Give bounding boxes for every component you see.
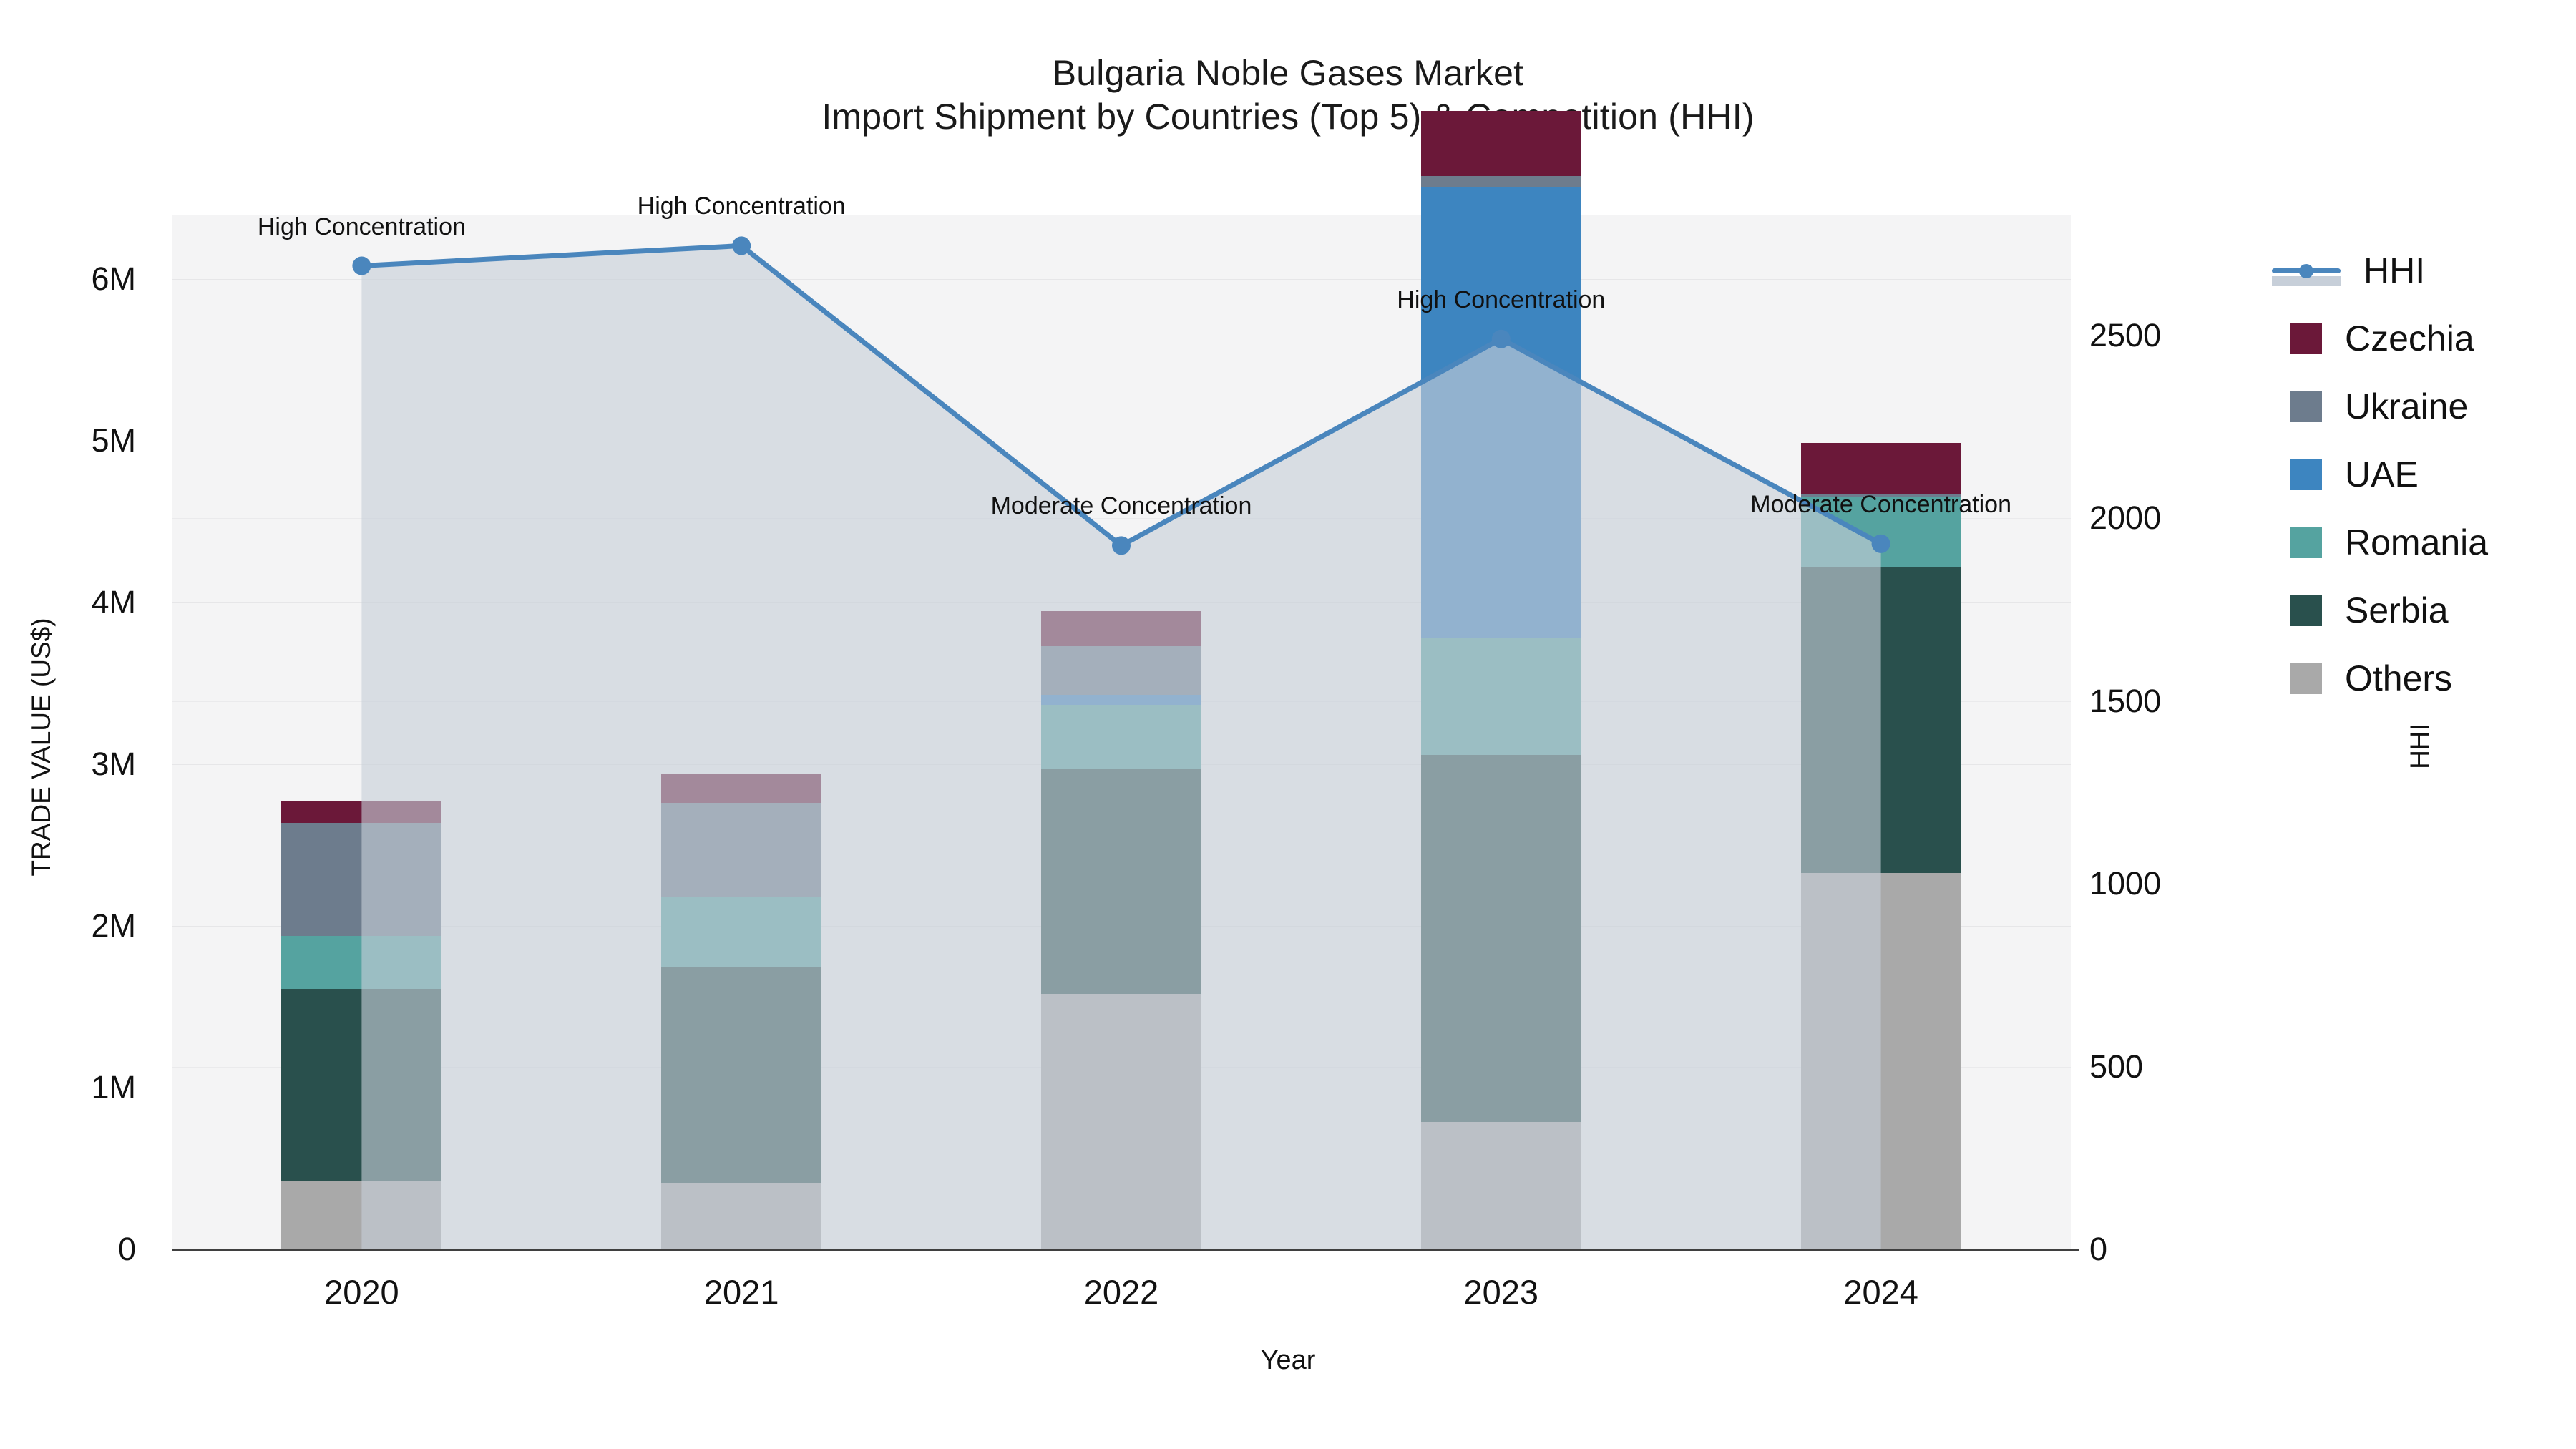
x-tick-2023: 2023 <box>1463 1273 1539 1311</box>
chart-title-line-2: Import Shipment by Countries (Top 5) & C… <box>821 97 1755 137</box>
y-tick-right-0: 0 <box>2089 1231 2108 1267</box>
hhi-marker-2020[interactable] <box>352 256 371 275</box>
bar-segment-ukraine-2022[interactable] <box>1041 646 1201 696</box>
x-tick-2024: 2024 <box>1843 1273 1918 1311</box>
y-tick-left-1M: 1M <box>91 1069 136 1106</box>
annotation-2020: High Concentration <box>257 213 466 240</box>
annotation-2024: Moderate Concentration <box>1750 490 2011 518</box>
bar-segment-czechia-2024[interactable] <box>1800 442 1961 494</box>
legend-item-ukraine[interactable]: Ukraine <box>2272 372 2488 440</box>
legend-swatch-romania-icon <box>2290 526 2322 558</box>
legend-label-serbia: Serbia <box>2345 590 2449 630</box>
x-tick-2021: 2021 <box>703 1273 779 1311</box>
annotation-2021: High Concentration <box>637 192 846 220</box>
y-tick-left-2M: 2M <box>91 907 136 945</box>
legend-label-czechia: Czechia <box>2345 318 2474 358</box>
bar-segment-serbia-2021[interactable] <box>661 966 822 1184</box>
chart-title-line-1: Bulgaria Noble Gases Market <box>1052 53 1524 93</box>
legend-line-swatch-icon <box>2272 255 2341 286</box>
bar-segment-ukraine-2020[interactable] <box>281 822 442 936</box>
plot-area: High Concentration High Concentration Mode… <box>172 111 2071 1250</box>
bar-segment-czechia-2020[interactable] <box>281 801 442 823</box>
legend-item-romania[interactable]: Romania <box>2272 508 2488 576</box>
legend: HHI Czechia Ukraine UAE Romania Serbia Others <box>2272 236 2488 712</box>
annotation-2023: High Concentration <box>1397 286 1606 313</box>
hhi-marker-2021[interactable] <box>732 236 751 255</box>
y-axis-left-label: TRADE VALUE (US$) <box>26 618 56 877</box>
gridline-left-4M <box>172 602 2071 604</box>
y-tick-right-1500: 1500 <box>2089 682 2162 719</box>
bar-segment-czechia-2021[interactable] <box>661 774 822 804</box>
legend-swatch-others-icon <box>2290 662 2322 694</box>
y-tick-left-0: 0 <box>117 1231 136 1267</box>
legend-label-ukraine: Ukraine <box>2345 386 2469 426</box>
bar-segment-others-2024[interactable] <box>1800 872 1961 1249</box>
x-axis-label: Year <box>1260 1345 1316 1375</box>
bar-segment-czechia-2023[interactable] <box>1420 111 1581 176</box>
legend-label-uae: UAE <box>2345 454 2419 494</box>
bar-segment-romania-2022[interactable] <box>1041 704 1201 769</box>
bar-segment-uae-2022[interactable] <box>1041 695 1201 705</box>
bar-segment-ukraine-2021[interactable] <box>661 803 822 897</box>
x-tick-2020: 2020 <box>324 1273 399 1311</box>
y-tick-right-500: 500 <box>2089 1048 2144 1085</box>
bar-segment-serbia-2024[interactable] <box>1800 567 1961 873</box>
annotation-2022: Moderate Concentration <box>990 492 1252 520</box>
hhi-marker-2022[interactable] <box>1112 536 1131 555</box>
legend-item-uae[interactable]: UAE <box>2272 440 2488 508</box>
bar-segment-romania-2023[interactable] <box>1420 638 1581 755</box>
legend-label-romania: Romania <box>2345 522 2489 562</box>
bar-segment-others-2022[interactable] <box>1041 994 1201 1249</box>
legend-item-others[interactable]: Others <box>2272 644 2488 712</box>
bar-segment-serbia-2022[interactable] <box>1041 769 1201 994</box>
chart-title: Bulgaria Noble Gases Market Import Shipm… <box>0 52 2576 139</box>
legend-item-czechia[interactable]: Czechia <box>2272 304 2488 372</box>
y-tick-left-5M: 5M <box>91 422 136 459</box>
y-tick-right-1000: 1000 <box>2089 865 2162 902</box>
legend-label-others: Others <box>2345 658 2453 698</box>
y-tick-right-2500: 2500 <box>2089 316 2162 353</box>
legend-swatch-czechia-icon <box>2290 322 2322 354</box>
bar-segment-others-2020[interactable] <box>281 1181 442 1249</box>
legend-label-hhi: HHI <box>2363 250 2426 291</box>
y-tick-right-2000: 2000 <box>2089 499 2162 537</box>
gridline-left-6M <box>172 279 2071 280</box>
y-tick-left-3M: 3M <box>91 746 136 783</box>
legend-swatch-serbia-icon <box>2290 594 2322 626</box>
bar-segment-others-2023[interactable] <box>1420 1121 1581 1249</box>
bar-segment-romania-2021[interactable] <box>661 897 822 967</box>
y-tick-left-6M: 6M <box>91 260 136 298</box>
bar-segment-others-2021[interactable] <box>661 1183 822 1249</box>
bar-segment-romania-2020[interactable] <box>281 935 442 990</box>
x-tick-2022: 2022 <box>1083 1273 1159 1311</box>
y-tick-left-4M: 4M <box>91 584 136 621</box>
legend-swatch-uae-icon <box>2290 458 2322 490</box>
bar-segment-ukraine-2023[interactable] <box>1420 175 1581 187</box>
bar-segment-czechia-2022[interactable] <box>1041 610 1201 647</box>
legend-item-serbia[interactable]: Serbia <box>2272 576 2488 644</box>
x-axis-line <box>172 1249 2079 1251</box>
legend-item-hhi[interactable]: HHI <box>2272 236 2488 304</box>
bar-segment-uae-2023[interactable] <box>1420 187 1581 638</box>
bar-segment-serbia-2020[interactable] <box>281 989 442 1182</box>
bar-segment-serbia-2023[interactable] <box>1420 754 1581 1122</box>
legend-swatch-ukraine-icon <box>2290 390 2322 422</box>
